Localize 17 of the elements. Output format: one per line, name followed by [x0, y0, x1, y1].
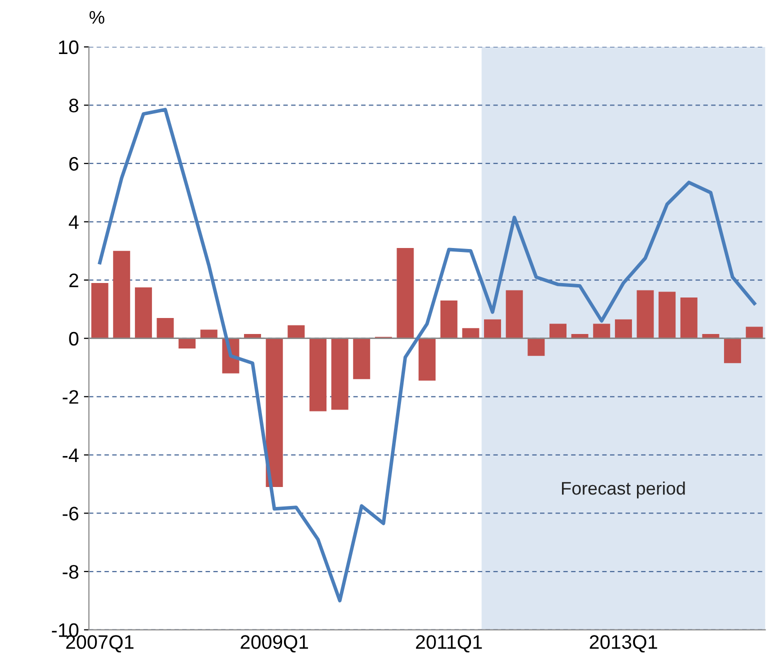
- y-tick-label: -10: [52, 623, 78, 638]
- y-tick-label: 4: [68, 215, 79, 229]
- y-tick-label: 8: [69, 98, 78, 112]
- y-tick-label: -8: [62, 564, 78, 579]
- y-tick-label: -4: [62, 448, 79, 462]
- y-tick-label: 10: [59, 40, 78, 54]
- x-tick-label: 2013Q1: [590, 635, 658, 652]
- annotation: Forecast period: [562, 481, 685, 498]
- y-tick-label: 2: [69, 274, 78, 288]
- y-axis-title: %: [90, 11, 104, 24]
- x-tick-label: 2009Q1: [240, 635, 308, 652]
- x-tick-label: 2007Q1: [66, 635, 134, 652]
- y-tick-label: 6: [69, 156, 78, 171]
- y-tick-label: -2: [62, 390, 78, 404]
- x-tick-label: 2011Q1: [416, 635, 482, 652]
- y-tick-label: -6: [62, 506, 78, 520]
- y-tick-label: 0: [69, 332, 78, 346]
